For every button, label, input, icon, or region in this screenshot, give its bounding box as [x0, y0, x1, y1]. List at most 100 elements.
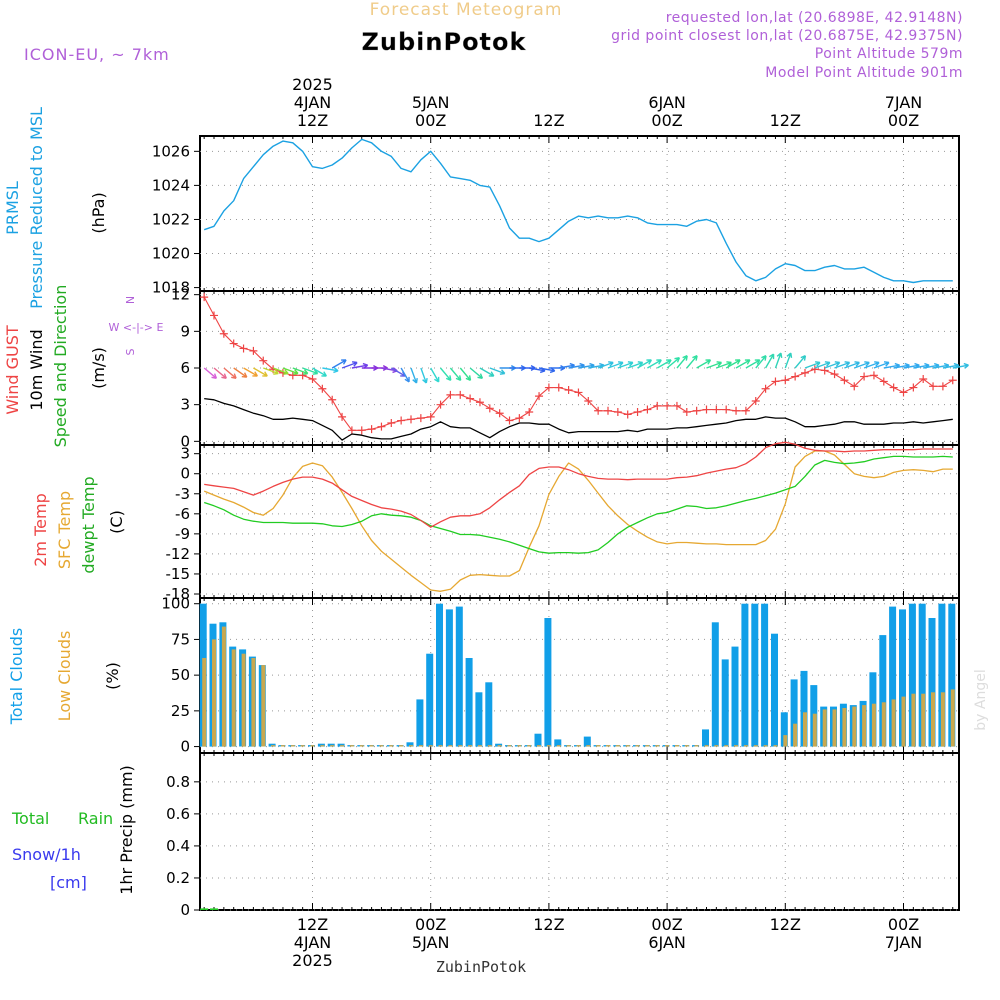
- time-label-top: 12Z: [533, 111, 564, 130]
- low-cloud-bar: [694, 745, 699, 747]
- temp-2m-label: 2m Temp: [31, 493, 50, 567]
- low-cloud-bar: [940, 692, 945, 747]
- gust-marker: [466, 394, 475, 403]
- y-tick-label: 1022: [152, 210, 190, 228]
- gust-marker: [525, 408, 534, 416]
- y-tick-label: 50: [171, 666, 190, 684]
- wind-direction-arrow: [834, 361, 851, 369]
- wind-direction-arrow: [794, 355, 807, 369]
- gust-marker: [791, 372, 800, 381]
- low-cloud-bar: [340, 745, 345, 747]
- low-cloud-bar: [409, 745, 413, 747]
- low-cloud-bar: [724, 745, 729, 747]
- wind-direction-arrow: [223, 367, 237, 379]
- time-label-top: 00Z: [888, 111, 919, 130]
- wind-direction-arrow: [666, 357, 681, 369]
- clouds-low-label: Low Clouds: [55, 631, 74, 722]
- temp-dewpt-label: dewpt Temp: [79, 476, 98, 573]
- wind-direction-arrow: [873, 361, 890, 369]
- wind-direction-arrow: [863, 361, 880, 369]
- rain-bar: [200, 908, 209, 910]
- y-tick-label: 25: [171, 702, 190, 720]
- low-cloud-bar: [330, 745, 335, 747]
- gust-marker: [495, 409, 504, 418]
- low-cloud-bar: [497, 745, 502, 747]
- low-cloud-bar: [379, 745, 384, 747]
- gust-marker: [515, 414, 524, 423]
- low-cloud-bar: [842, 708, 847, 747]
- pressure-line: [203, 138, 953, 284]
- wind-direction-arrow: [272, 367, 289, 375]
- low-cloud-bar: [517, 745, 522, 747]
- y-tick-label: -15: [166, 565, 191, 583]
- y-tick-label: 1018: [152, 279, 190, 297]
- wind-direction-arrow: [755, 355, 767, 369]
- wind-direction-arrow: [764, 353, 775, 369]
- gust-marker: [692, 406, 701, 415]
- time-label-top: 4JAN: [294, 93, 332, 112]
- low-cloud-bar: [615, 745, 620, 747]
- gust-line: [203, 296, 954, 431]
- low-cloud-bar: [586, 745, 591, 747]
- wind-direction-arrow: [341, 361, 358, 369]
- low-cloud-bar: [280, 745, 285, 747]
- gust-marker: [604, 406, 612, 415]
- total-cloud-bar: [918, 603, 926, 747]
- clouds-unit: (%): [103, 662, 122, 690]
- low-cloud-bar: [645, 745, 650, 747]
- gust-marker: [761, 384, 770, 393]
- total-cloud-bar: [780, 712, 788, 747]
- wind-direction-arrow: [410, 367, 418, 384]
- low-cloud-bar: [576, 745, 581, 747]
- y-tick-label: 0.6: [166, 805, 190, 823]
- gust-marker: [929, 382, 938, 391]
- wind-direction-arrow: [686, 355, 698, 369]
- gust-marker: [318, 384, 327, 393]
- time-label-top: 00Z: [651, 111, 682, 130]
- wind-direction-arrow: [400, 367, 410, 383]
- gust-marker: [663, 401, 672, 410]
- total-cloud-bar: [445, 609, 453, 747]
- gust-marker: [751, 397, 760, 405]
- low-cloud-bar: [251, 658, 256, 747]
- total-cloud-bar: [948, 603, 956, 747]
- gust-marker: [249, 346, 258, 355]
- t2m-line: [204, 441, 953, 528]
- y-tick-label: -18: [166, 585, 191, 603]
- wind-direction-arrow: [706, 361, 723, 369]
- gust-marker: [948, 376, 957, 385]
- low-cloud-bar: [625, 745, 630, 747]
- low-cloud-bar: [931, 692, 935, 747]
- gust-marker: [889, 383, 898, 392]
- wind-direction-arrow: [253, 367, 268, 377]
- low-cloud-bar: [606, 745, 610, 747]
- gust-marker: [860, 372, 869, 381]
- low-cloud-bar: [556, 745, 561, 747]
- y-tick-label: 1024: [152, 176, 190, 194]
- gust-marker: [594, 406, 603, 415]
- time-label-bottom: 4JAN: [294, 933, 332, 952]
- total-cloud-bar: [436, 603, 443, 747]
- low-cloud-bar: [399, 745, 404, 747]
- time-label-bottom: 00Z: [415, 915, 446, 934]
- low-cloud-bar: [704, 745, 709, 747]
- wind-direction-arrow: [312, 367, 327, 377]
- wind-direction-arrow: [617, 361, 634, 369]
- low-cloud-bar: [507, 745, 512, 747]
- y-tick-label: 0.2: [166, 869, 190, 887]
- total-cloud-bar: [711, 622, 719, 747]
- precip-unit: 1hr Precip (mm): [117, 765, 136, 895]
- gust-marker: [456, 390, 465, 399]
- total-cloud-bar: [475, 692, 483, 747]
- wind-direction-arrow: [627, 361, 644, 369]
- time-label-bottom: 00Z: [651, 915, 682, 934]
- gust-marker: [544, 383, 553, 392]
- time-label-top: 12Z: [297, 111, 328, 130]
- time-label-bottom: 12Z: [533, 915, 564, 934]
- wind-direction-arrow: [203, 367, 218, 379]
- gust-marker: [426, 412, 435, 421]
- total-cloud-bar: [938, 603, 946, 747]
- low-cloud-bar: [428, 745, 433, 747]
- low-cloud-bar: [320, 745, 325, 747]
- gust-marker: [407, 415, 415, 424]
